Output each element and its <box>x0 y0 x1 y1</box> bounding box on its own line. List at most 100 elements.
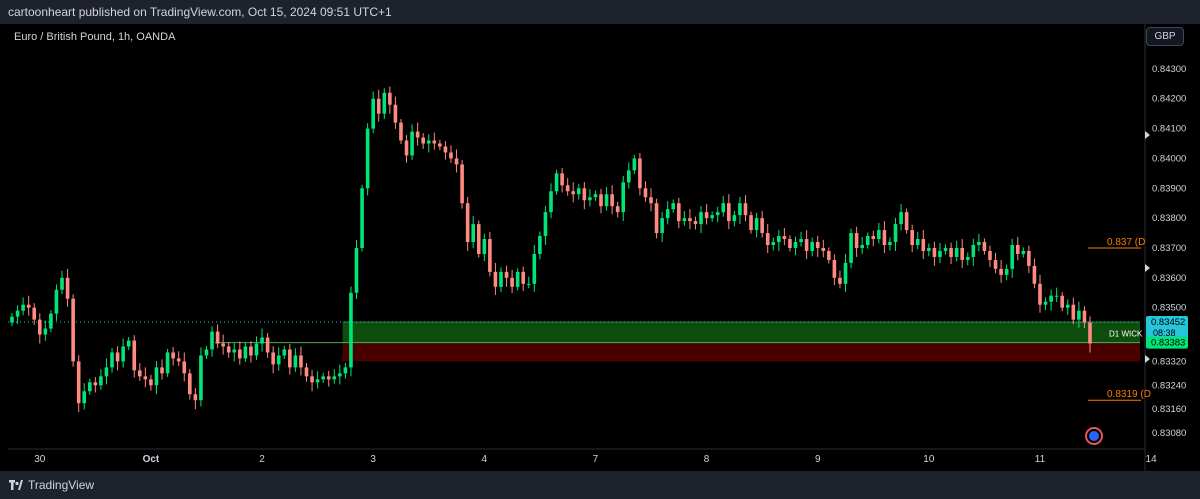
candle[interactable] <box>693 221 698 225</box>
candle[interactable] <box>137 370 142 377</box>
candle[interactable] <box>143 376 148 380</box>
candle[interactable] <box>154 367 159 386</box>
candle[interactable] <box>421 137 426 144</box>
candle[interactable] <box>1010 245 1015 269</box>
candle[interactable] <box>343 367 348 374</box>
candle[interactable] <box>843 262 848 284</box>
candle[interactable] <box>999 268 1003 275</box>
candle[interactable] <box>815 242 820 248</box>
candle[interactable] <box>315 379 320 383</box>
candle[interactable] <box>21 304 25 311</box>
candle[interactable] <box>1015 245 1020 254</box>
zone-price-badge[interactable] <box>1146 336 1188 349</box>
candle[interactable] <box>921 239 926 251</box>
candle[interactable] <box>538 236 542 254</box>
candle[interactable] <box>938 250 942 257</box>
candle[interactable] <box>488 239 492 272</box>
candle[interactable] <box>532 253 537 284</box>
candle[interactable] <box>493 271 498 287</box>
candle[interactable] <box>699 212 703 225</box>
price-marker-icon[interactable] <box>1145 355 1150 363</box>
candle[interactable] <box>665 209 670 219</box>
candle[interactable] <box>243 346 248 359</box>
candle[interactable] <box>132 340 137 371</box>
candle[interactable] <box>638 158 642 189</box>
candle[interactable] <box>1071 304 1076 320</box>
candle[interactable] <box>671 203 676 210</box>
candle[interactable] <box>810 242 814 251</box>
footer-brand[interactable]: TradingView <box>28 478 95 492</box>
candle[interactable] <box>854 233 859 248</box>
candle[interactable] <box>499 271 503 287</box>
candle[interactable] <box>782 236 787 240</box>
candle[interactable] <box>415 131 420 138</box>
candle[interactable] <box>282 349 287 356</box>
candle[interactable] <box>971 245 976 257</box>
candle[interactable] <box>754 218 759 231</box>
candle[interactable] <box>576 188 581 195</box>
candle[interactable] <box>1043 301 1048 305</box>
candle[interactable] <box>310 376 314 383</box>
candle[interactable] <box>126 340 131 347</box>
candle[interactable] <box>1065 304 1070 308</box>
candle[interactable] <box>543 212 548 237</box>
candle[interactable] <box>321 376 325 380</box>
candle[interactable] <box>571 191 576 195</box>
candle[interactable] <box>182 361 187 374</box>
candle[interactable] <box>660 218 664 234</box>
candle[interactable] <box>882 230 887 245</box>
candle[interactable] <box>93 382 98 386</box>
candle[interactable] <box>326 376 331 380</box>
candle[interactable] <box>82 391 87 404</box>
candle[interactable] <box>621 182 626 213</box>
candle[interactable] <box>943 247 948 251</box>
candle[interactable] <box>676 203 681 222</box>
chart-area[interactable] <box>8 24 1192 471</box>
candle[interactable] <box>610 194 614 207</box>
price-marker-icon[interactable] <box>1145 264 1150 272</box>
candle[interactable] <box>821 247 826 251</box>
candle[interactable] <box>54 289 59 314</box>
candle[interactable] <box>210 331 214 350</box>
candle[interactable] <box>560 173 564 186</box>
candle[interactable] <box>871 236 876 240</box>
candle[interactable] <box>710 215 714 219</box>
candle[interactable] <box>549 191 553 213</box>
candle[interactable] <box>121 346 125 362</box>
candle[interactable] <box>221 343 225 347</box>
candle[interactable] <box>360 188 364 248</box>
candle[interactable] <box>443 146 448 153</box>
candle[interactable] <box>149 379 153 386</box>
candle[interactable] <box>87 382 92 392</box>
candle[interactable] <box>115 352 120 362</box>
support-zone[interactable] <box>342 322 1140 343</box>
candle[interactable] <box>510 277 514 287</box>
candle[interactable] <box>1004 268 1009 275</box>
last-price-badge[interactable] <box>1146 316 1188 341</box>
candle[interactable] <box>276 355 281 365</box>
candle[interactable] <box>1077 310 1081 320</box>
candle[interactable] <box>704 212 709 219</box>
candle[interactable] <box>721 203 726 213</box>
candle[interactable] <box>465 203 470 243</box>
candle[interactable] <box>838 277 842 284</box>
candle[interactable] <box>199 355 203 401</box>
candle[interactable] <box>804 239 809 251</box>
candle[interactable] <box>732 215 737 222</box>
candle[interactable] <box>260 337 264 344</box>
candle[interactable] <box>1032 265 1037 284</box>
candle[interactable] <box>1054 295 1059 297</box>
candle[interactable] <box>176 358 181 362</box>
candle[interactable] <box>382 92 387 114</box>
candle[interactable] <box>749 215 753 231</box>
candle[interactable] <box>238 349 242 359</box>
candle[interactable] <box>482 239 487 254</box>
candle[interactable] <box>888 242 892 245</box>
candle[interactable] <box>915 239 920 245</box>
candle[interactable] <box>376 98 381 114</box>
tradingview-logo-icon[interactable] <box>9 479 23 491</box>
candle[interactable] <box>10 316 14 323</box>
candle[interactable] <box>432 140 437 144</box>
candle[interactable] <box>865 236 870 245</box>
candle[interactable] <box>37 319 42 335</box>
